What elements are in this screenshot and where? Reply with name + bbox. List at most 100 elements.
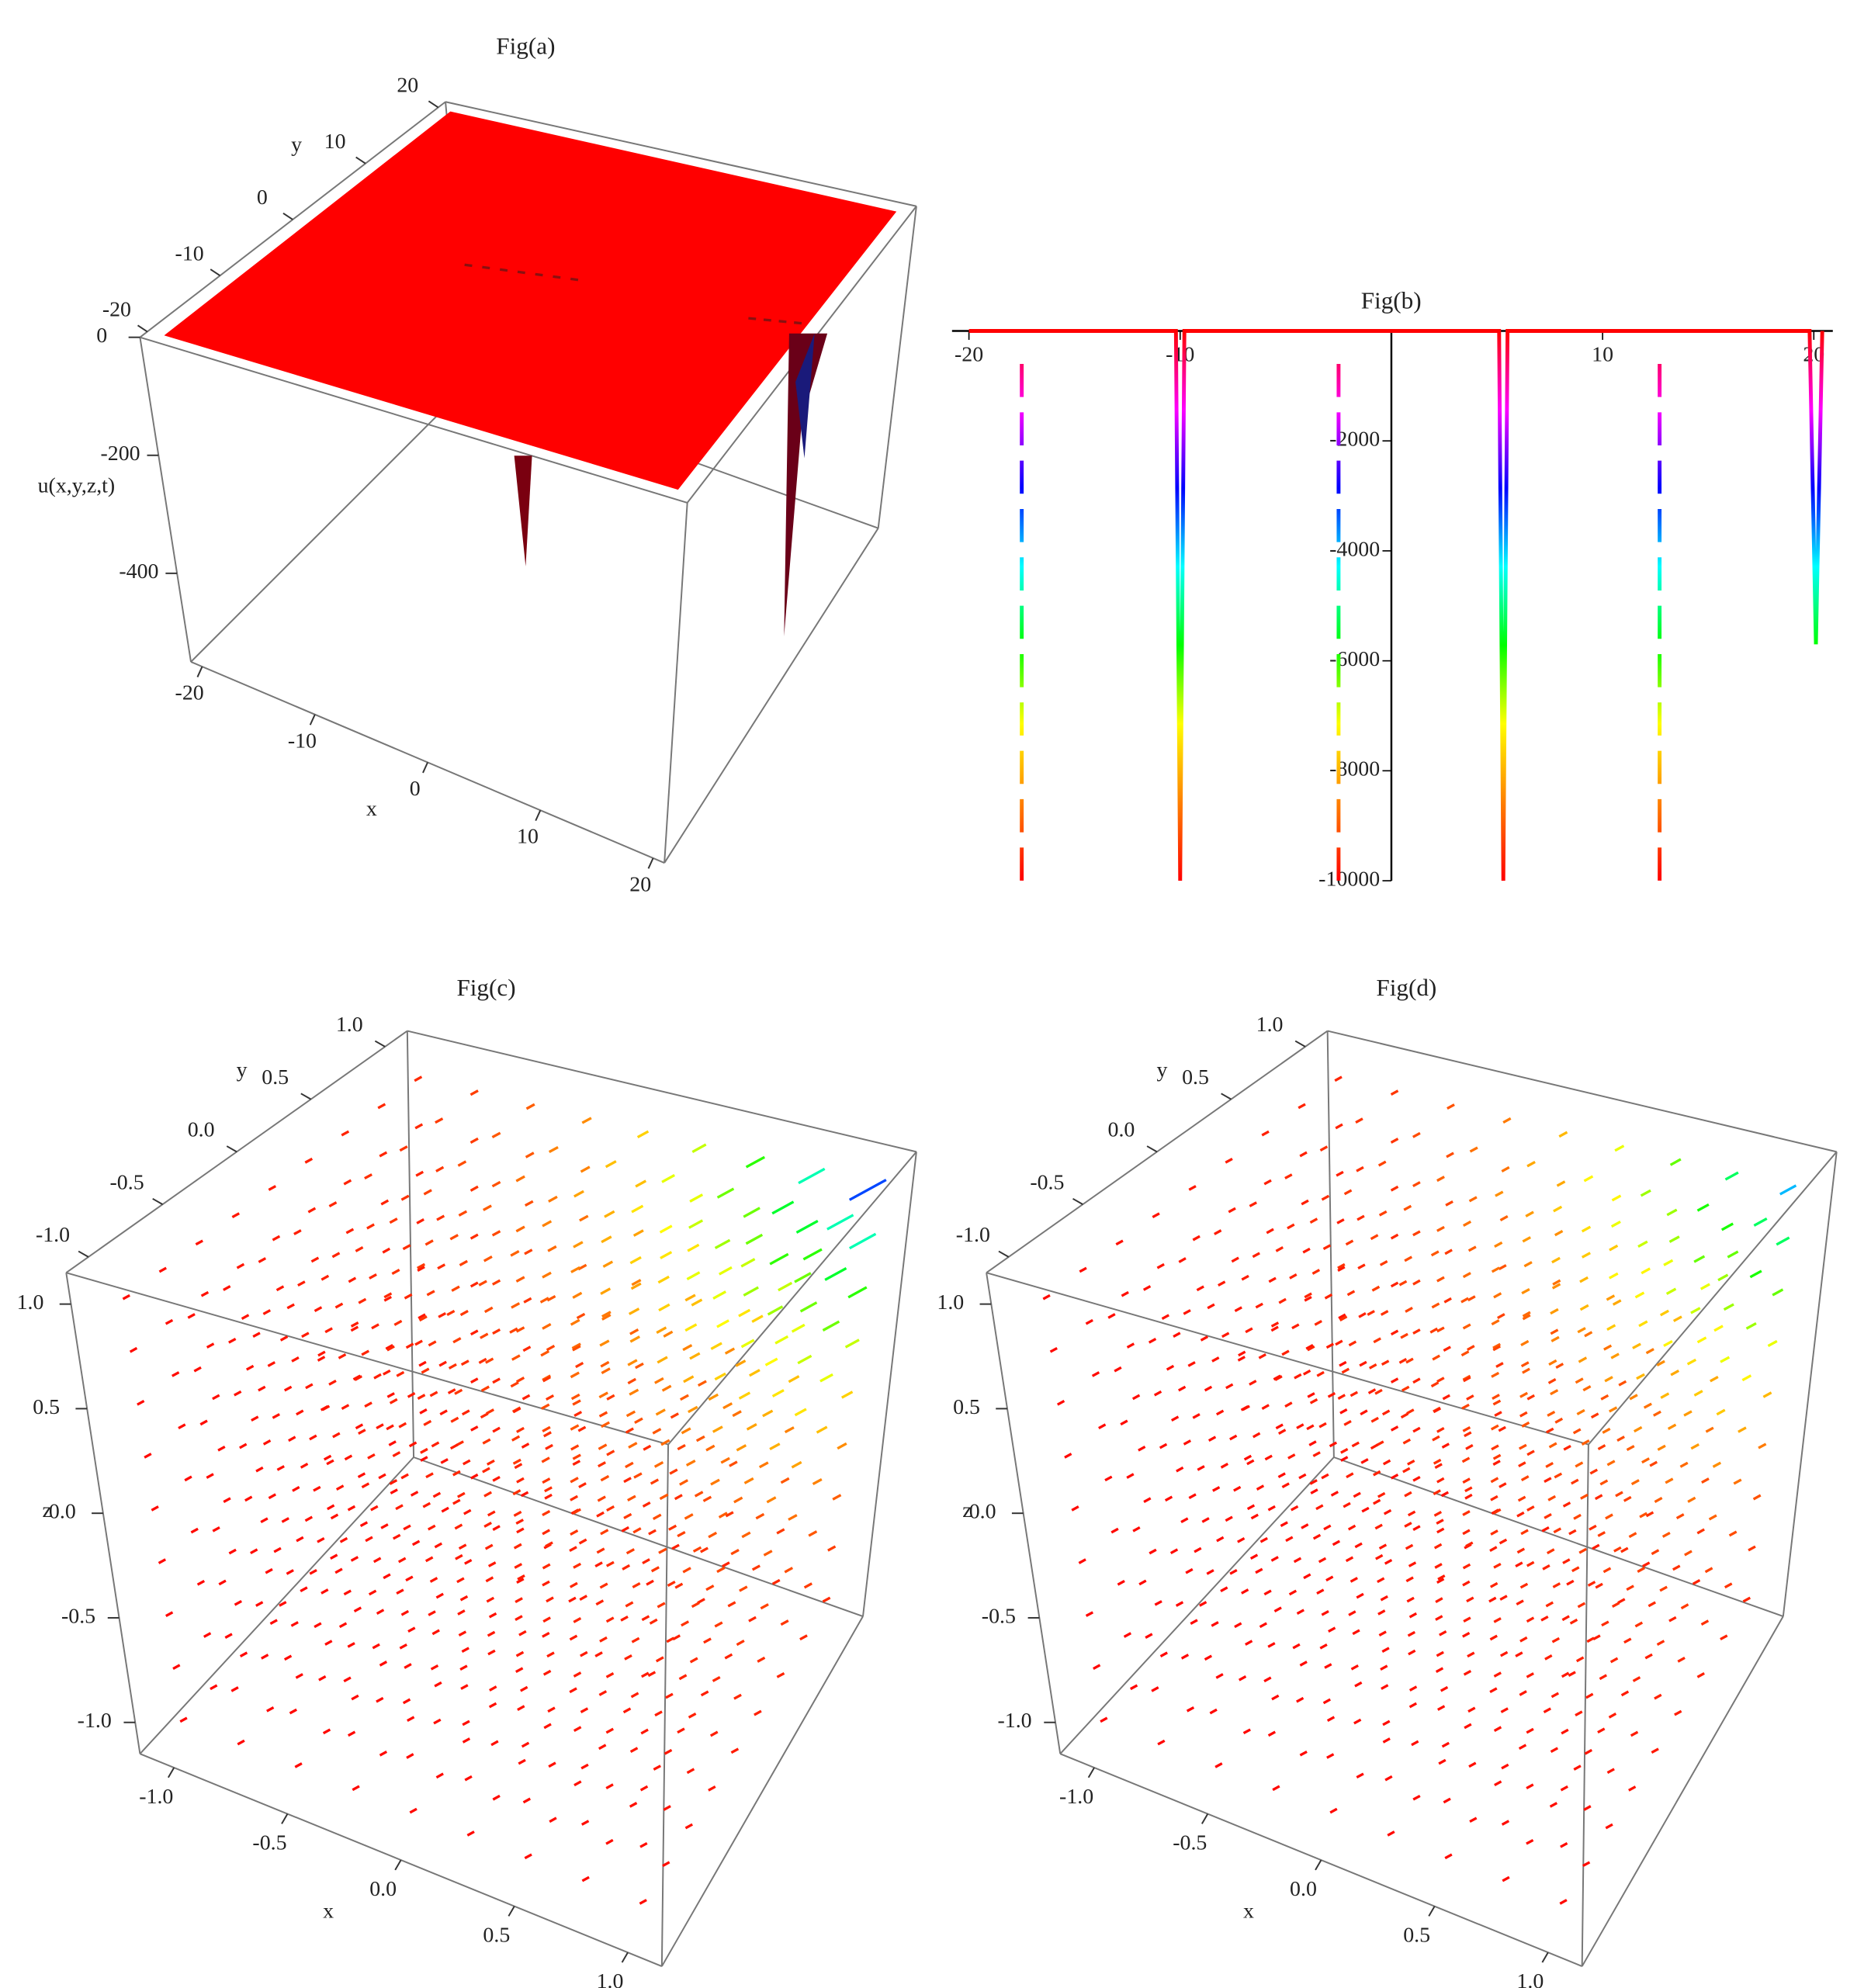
arrow [313,1485,321,1492]
arrow [1402,1438,1412,1445]
arrow [1663,1339,1673,1347]
arrow [1670,1370,1680,1377]
arrow [718,1512,728,1519]
arrow [1544,1654,1553,1661]
arrow [417,1394,426,1401]
arrow [1705,1426,1714,1433]
arrow [1687,1496,1696,1503]
arrow [1347,1524,1356,1531]
arrow [1643,1402,1652,1409]
arrow [1412,1230,1421,1237]
arrow [688,1405,698,1414]
arrow [393,1319,403,1326]
arrow [405,1575,414,1582]
arrow [545,1541,553,1548]
arrow [629,1255,642,1265]
arrow [1207,1436,1217,1443]
arrow [1216,1536,1225,1543]
arrow [1145,1633,1153,1640]
arrow [1281,1349,1290,1356]
tick-mark [210,268,221,277]
arrow [1356,1165,1364,1172]
arrow [478,1357,487,1364]
arrow [1630,1730,1639,1737]
arrow [629,1802,638,1808]
arrow [1377,1160,1387,1167]
arrow [1381,1684,1389,1690]
arrow [516,1578,525,1585]
arrow [1343,1501,1351,1508]
tick-label: 1.0 [597,1969,624,1988]
chart-title: Fig(c) [456,974,515,1001]
arrow [1518,1443,1527,1450]
arrow [1435,1667,1444,1674]
arrow [657,1602,666,1609]
arrow [1589,1468,1599,1475]
arrow [705,1585,715,1591]
arrow [1390,1185,1399,1192]
arrow [1204,1385,1213,1392]
box-edge [445,101,917,207]
arrow [1609,1657,1619,1664]
axis-label: u(x,y,z,t) [38,474,116,498]
arrow [1779,1184,1797,1196]
arrow [452,1470,461,1477]
arrow [545,1443,553,1450]
arrow [461,1409,470,1416]
arrow [1628,1532,1637,1539]
x-tick-label: 10 [1592,343,1613,367]
arrow [491,1131,501,1139]
arrow [1405,1306,1413,1313]
arrow [1380,1310,1389,1316]
arrow [1548,1359,1557,1366]
arrow [791,1323,806,1333]
arrow [228,1548,237,1555]
arrow [1553,1205,1563,1213]
arrow [1632,1342,1641,1349]
arrow [1107,1313,1116,1319]
arrow [1437,1574,1446,1581]
arrow [1337,1262,1346,1269]
arrow [1684,1550,1693,1557]
arrow [1325,1575,1334,1582]
arrow [1185,1567,1194,1574]
arrow [1589,1524,1597,1531]
arrow [1492,1460,1501,1466]
arrow [1296,1696,1305,1703]
arrow [1659,1585,1668,1592]
arrow [1368,1363,1377,1370]
arrow [1412,1328,1421,1335]
arrow [1405,1543,1414,1550]
box-edge [1782,1152,1838,1617]
arrow [1526,1616,1535,1623]
arrow [1608,1713,1617,1719]
arrow [1358,1312,1367,1318]
arrow [265,1567,273,1574]
box-edge [667,1151,917,1446]
arrow [1306,1424,1315,1431]
arrow [571,1342,581,1350]
arrow [595,1599,605,1606]
arrow [1360,1458,1369,1464]
arrow [1354,1542,1363,1549]
arrow [1225,1515,1233,1522]
arrow [1316,1370,1325,1377]
arrow [1603,1344,1613,1351]
arrow [1407,1510,1416,1517]
box-edge [1327,1030,1837,1153]
arrow [1299,1661,1308,1667]
arrow [730,1549,740,1556]
arrow [740,1339,755,1349]
arrow [1686,1358,1697,1366]
arrow [546,1294,556,1302]
arrow [691,1143,707,1153]
arrow [178,1423,186,1429]
arrow [847,1286,868,1299]
arrow [1390,1329,1399,1336]
arrow [1100,1716,1108,1723]
arrow [396,1370,405,1377]
arrow [281,1517,289,1523]
arrow [1298,1473,1307,1480]
arrow [354,1375,363,1381]
arrow [724,1653,733,1660]
